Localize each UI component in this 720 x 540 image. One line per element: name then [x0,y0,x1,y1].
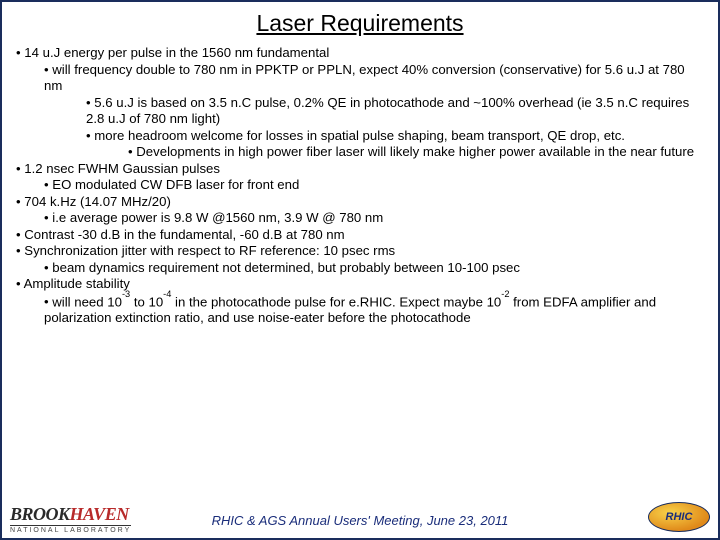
meeting-caption: RHIC & AGS Annual Users' Meeting, June 2… [2,513,718,528]
slide-title: Laser Requirements [2,2,718,45]
bullet-item: 5.6 u.J is based on 3.5 n.C pulse, 0.2% … [16,95,704,128]
bullet-item: 704 k.Hz (14.07 MHz/20) [16,194,704,211]
bullet-item: 14 u.J energy per pulse in the 1560 nm f… [16,45,704,62]
bullet-item: i.e average power is 9.8 W @1560 nm, 3.9… [16,210,704,227]
bullet-item: more headroom welcome for losses in spat… [16,128,704,145]
bullet-item: Amplitude stability [16,276,704,293]
bullet-item: Contrast -30 d.B in the fundamental, -60… [16,227,704,244]
bullet-item: will frequency double to 780 nm in PPKTP… [16,62,704,95]
bullet-item: 1.2 nsec FWHM Gaussian pulses [16,161,704,178]
slide-body: 14 u.J energy per pulse in the 1560 nm f… [2,45,718,327]
bullet-list: 14 u.J energy per pulse in the 1560 nm f… [16,45,704,327]
bullet-item: beam dynamics requirement not determined… [16,260,704,277]
bullet-item: Developments in high power fiber laser w… [16,144,704,161]
bullet-item: EO modulated CW DFB laser for front end [16,177,704,194]
bullet-item: will need 10-3 to 10-4 in the photocatho… [16,293,704,327]
slide-footer: BROOKHAVEN NATIONAL LABORATORY RHIC & AG… [2,488,718,534]
rhic-logo: RHIC [648,502,710,532]
bullet-item: Synchronization jitter with respect to R… [16,243,704,260]
